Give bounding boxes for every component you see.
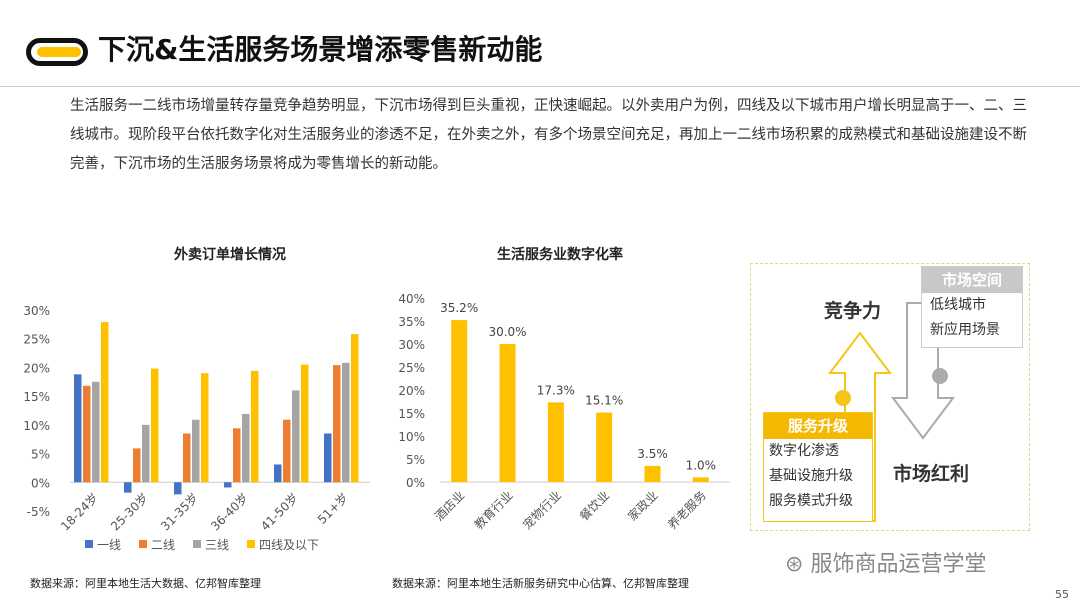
x-tick-label: 教育行业 — [471, 488, 516, 533]
y-tick-label: 5% — [406, 453, 425, 467]
service-upgrade-title: 服务升级 — [764, 413, 872, 439]
bar-三线 — [292, 390, 300, 483]
data-label: 17.3% — [537, 383, 575, 397]
x-tick-label: 18-24岁 — [57, 490, 101, 534]
page-number: 55 — [1055, 588, 1069, 601]
x-tick-label: 51+岁 — [314, 490, 351, 527]
bar-三线 — [92, 381, 100, 483]
data-label: 35.2% — [440, 301, 478, 315]
x-tick-label: 31-35岁 — [157, 490, 201, 534]
bar — [692, 477, 709, 482]
bar-一线 — [124, 482, 132, 493]
legend-label: 一线 — [97, 538, 121, 552]
label-competitiveness: 竞争力 — [824, 300, 882, 322]
service-upgrade-card: 服务升级 数字化渗透 基础设施升级 服务模式升级 — [763, 412, 873, 522]
legend-swatch — [139, 540, 147, 548]
bar-一线 — [274, 464, 282, 483]
bar-二线 — [83, 385, 91, 483]
service-upgrade-item: 基础设施升级 — [769, 468, 853, 484]
x-tick-label: 餐饮业 — [576, 488, 612, 524]
x-tick-label: 酒店业 — [432, 488, 467, 523]
bar — [547, 402, 564, 482]
legend-label: 四线及以下 — [259, 538, 319, 552]
bar-四线及以下 — [151, 368, 159, 483]
legend-label: 二线 — [151, 538, 175, 552]
bar-三线 — [192, 419, 200, 483]
bar-四线及以下 — [201, 373, 209, 483]
intro-paragraph: 生活服务一二线市场增量转存量竞争趋势明显，下沉市场得到巨头重视，正快速崛起。以外… — [70, 98, 1027, 172]
y-tick-label: 25% — [398, 361, 425, 375]
bar-一线 — [324, 433, 332, 483]
legend-swatch — [193, 540, 201, 548]
y-tick-label: 25% — [23, 333, 50, 347]
y-tick-label: 15% — [398, 407, 425, 421]
bar-二线 — [183, 433, 191, 483]
up-arrow-icon — [828, 331, 892, 522]
data-label: 15.1% — [585, 394, 623, 408]
x-tick-label: 宠物行业 — [519, 488, 564, 533]
bar-二线 — [233, 428, 241, 483]
chart1: -5% 0% 5% 10% 15% 20% 25% 30% 18-24岁 25-30岁 31-35岁… — [23, 304, 370, 552]
y-tick-label: 15% — [23, 390, 50, 404]
x-tick-label: 41-50岁 — [257, 490, 301, 534]
y-tick-label: 20% — [23, 361, 50, 375]
y-tick-label: -5% — [27, 505, 50, 519]
data-label: 3.5% — [637, 447, 668, 461]
y-tick-label: 35% — [398, 315, 425, 329]
legend-label: 三线 — [205, 538, 229, 552]
diagram-box — [750, 263, 1030, 531]
y-tick-label: 40% — [398, 292, 425, 306]
y-tick-label: 20% — [398, 384, 425, 398]
x-tick-label: 36-40岁 — [207, 490, 251, 534]
y-tick-label: 30% — [398, 338, 425, 352]
legend-swatch — [247, 540, 255, 548]
x-tick-label: 养老服务 — [664, 488, 709, 533]
bar — [451, 320, 468, 482]
y-tick-label: 10% — [23, 419, 50, 433]
x-tick-label: 家政业 — [625, 488, 661, 524]
market-space-title: 市场空间 — [922, 267, 1022, 293]
bar-二线 — [283, 419, 291, 483]
bar-四线及以下 — [351, 334, 359, 483]
bar-一线 — [224, 482, 232, 488]
y-tick-label: 10% — [398, 430, 425, 444]
bar-一线 — [174, 482, 182, 495]
watermark: ⊛ 服饰商品运营学堂 — [785, 552, 987, 577]
bar — [499, 344, 516, 482]
bar-二线 — [333, 365, 341, 483]
chart2-title: 生活服务业数字化率 — [497, 247, 623, 263]
logo-icon — [26, 38, 88, 66]
data-label: 30.0% — [488, 325, 526, 339]
page-title: 下沉&生活服务场景增添零售新动能 — [98, 33, 543, 66]
wechat-icon: ⊛ — [785, 552, 811, 577]
source-left: 数据来源：阿里本地生活大数据、亿邦智库整理 — [30, 577, 261, 590]
bar-一线 — [74, 374, 82, 483]
bar-四线及以下 — [101, 322, 109, 483]
y-tick-label: 5% — [31, 448, 50, 462]
market-space-card: 市场空间 低线城市 新应用场景 — [921, 266, 1023, 348]
bar-二线 — [133, 448, 141, 483]
bar-三线 — [242, 413, 250, 483]
chart1-title: 外卖订单增长情况 — [174, 247, 286, 263]
bar — [644, 465, 661, 482]
legend-swatch — [85, 540, 93, 548]
label-market-dividend: 市场红利 — [893, 463, 970, 485]
bar-四线及以下 — [301, 364, 309, 483]
market-space-item: 低线城市 — [930, 297, 986, 313]
bar-四线及以下 — [251, 370, 259, 483]
x-tick-label: 25-30岁 — [107, 490, 151, 534]
data-label: 1.0% — [686, 458, 717, 472]
bar — [596, 412, 613, 482]
service-upgrade-item: 数字化渗透 — [769, 443, 839, 459]
divider — [0, 86, 1080, 87]
y-tick-label: 0% — [406, 476, 425, 490]
source-right: 数据来源：阿里本地生活新服务研究中心估算、亿邦智库整理 — [392, 577, 689, 590]
chart2: 0% 5% 10% 15% 20% 25% 30% 35% 40% 35.2% 酒店业 30.0% 教育… — [398, 292, 730, 533]
y-tick-label: 0% — [31, 476, 50, 490]
bar-三线 — [142, 424, 150, 483]
service-upgrade-item: 服务模式升级 — [769, 493, 853, 509]
y-tick-label: 30% — [23, 304, 50, 318]
market-space-item: 新应用场景 — [930, 322, 1000, 338]
bar-三线 — [342, 362, 350, 483]
